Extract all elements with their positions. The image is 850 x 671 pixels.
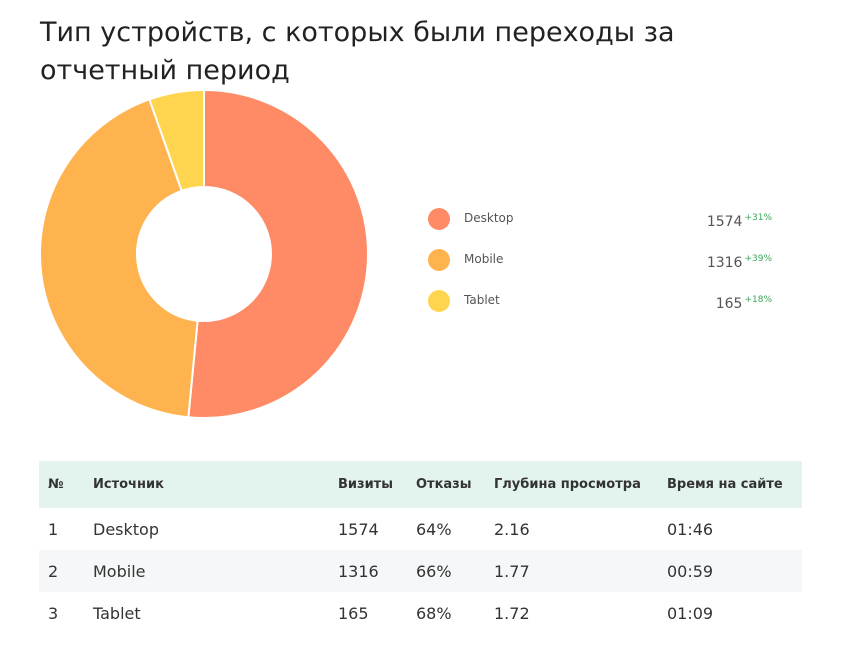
donut-slice-mobile[interactable] (39, 98, 199, 419)
cell-source: Tablet (93, 603, 141, 623)
col-header-source[interactable]: Источник (84, 461, 329, 508)
legend-swatch-desktop (428, 208, 450, 230)
cell-number: 3 (48, 603, 59, 623)
legend-label: Desktop (464, 211, 514, 225)
col-header-depth[interactable]: Глубина просмотра (485, 461, 658, 508)
legend-item-desktop[interactable]: Desktop 1574 +31% (428, 200, 808, 241)
legend-swatch-mobile (428, 249, 450, 271)
cell-source: Desktop (93, 519, 159, 539)
donut-slice-desktop[interactable] (187, 88, 369, 419)
legend-value-number: 165 (715, 296, 743, 312)
legend-value: 1574 +31% (707, 213, 772, 230)
cell-visits: 1316 (329, 550, 407, 592)
donut-slice-tablet[interactable] (148, 88, 205, 193)
table-header-row: № Источник Визиты Отказы Глубина просмот… (39, 461, 802, 508)
cell-depth: 1.72 (494, 603, 530, 623)
cell-time: 01:09 (667, 603, 714, 623)
cell-depth: 1.77 (485, 550, 658, 592)
cell-time: 00:59 (658, 550, 802, 592)
col-header-bounces[interactable]: Отказы (407, 461, 485, 508)
cell-number: 1 (48, 519, 59, 539)
cell-number: 2 (39, 550, 84, 592)
col-header-time[interactable]: Время на сайте (658, 461, 802, 508)
cell-visits: 165 (338, 603, 369, 623)
cell-source: Mobile (84, 550, 329, 592)
cell-bounces: 64% (416, 519, 452, 539)
legend-value-number: 1574 (706, 214, 743, 230)
legend-change: +18% (744, 295, 772, 305)
legend-item-mobile[interactable]: Mobile 1316 +39% (428, 241, 808, 282)
cell-bounces: 68% (416, 603, 452, 623)
table-row: 3 Tablet 165 68% 1.72 01:09 (39, 592, 802, 634)
legend-change: +31% (744, 213, 772, 223)
cell-depth: 2.16 (494, 519, 530, 539)
legend-label: Mobile (464, 252, 504, 266)
cell-visits: 1574 (338, 519, 379, 539)
col-header-number[interactable]: № (39, 461, 84, 508)
chart-title: Тип устройств, с которых были переходы з… (40, 17, 675, 86)
col-header-visits[interactable]: Визиты (329, 461, 407, 508)
table-row: 1 Desktop 1574 64% 2.16 01:46 (39, 508, 802, 550)
legend-value: 1316 +39% (707, 254, 772, 271)
donut-chart (39, 88, 369, 419)
table-row: 2 Mobile 1316 66% 1.77 00:59 (39, 550, 802, 592)
cell-time: 01:46 (667, 519, 714, 539)
legend-value: 165 +18% (716, 295, 772, 312)
legend-label: Tablet (464, 293, 500, 307)
cell-bounces: 66% (407, 550, 485, 592)
legend-change: +39% (744, 254, 772, 264)
chart-legend: Desktop 1574 +31% Mobile 1316 +39% Tablet … (428, 200, 808, 323)
legend-swatch-tablet (428, 290, 450, 312)
devices-table: № Источник Визиты Отказы Глубина просмот… (39, 461, 802, 634)
legend-value-number: 1316 (706, 255, 743, 271)
legend-item-tablet[interactable]: Tablet 165 +18% (428, 282, 808, 323)
